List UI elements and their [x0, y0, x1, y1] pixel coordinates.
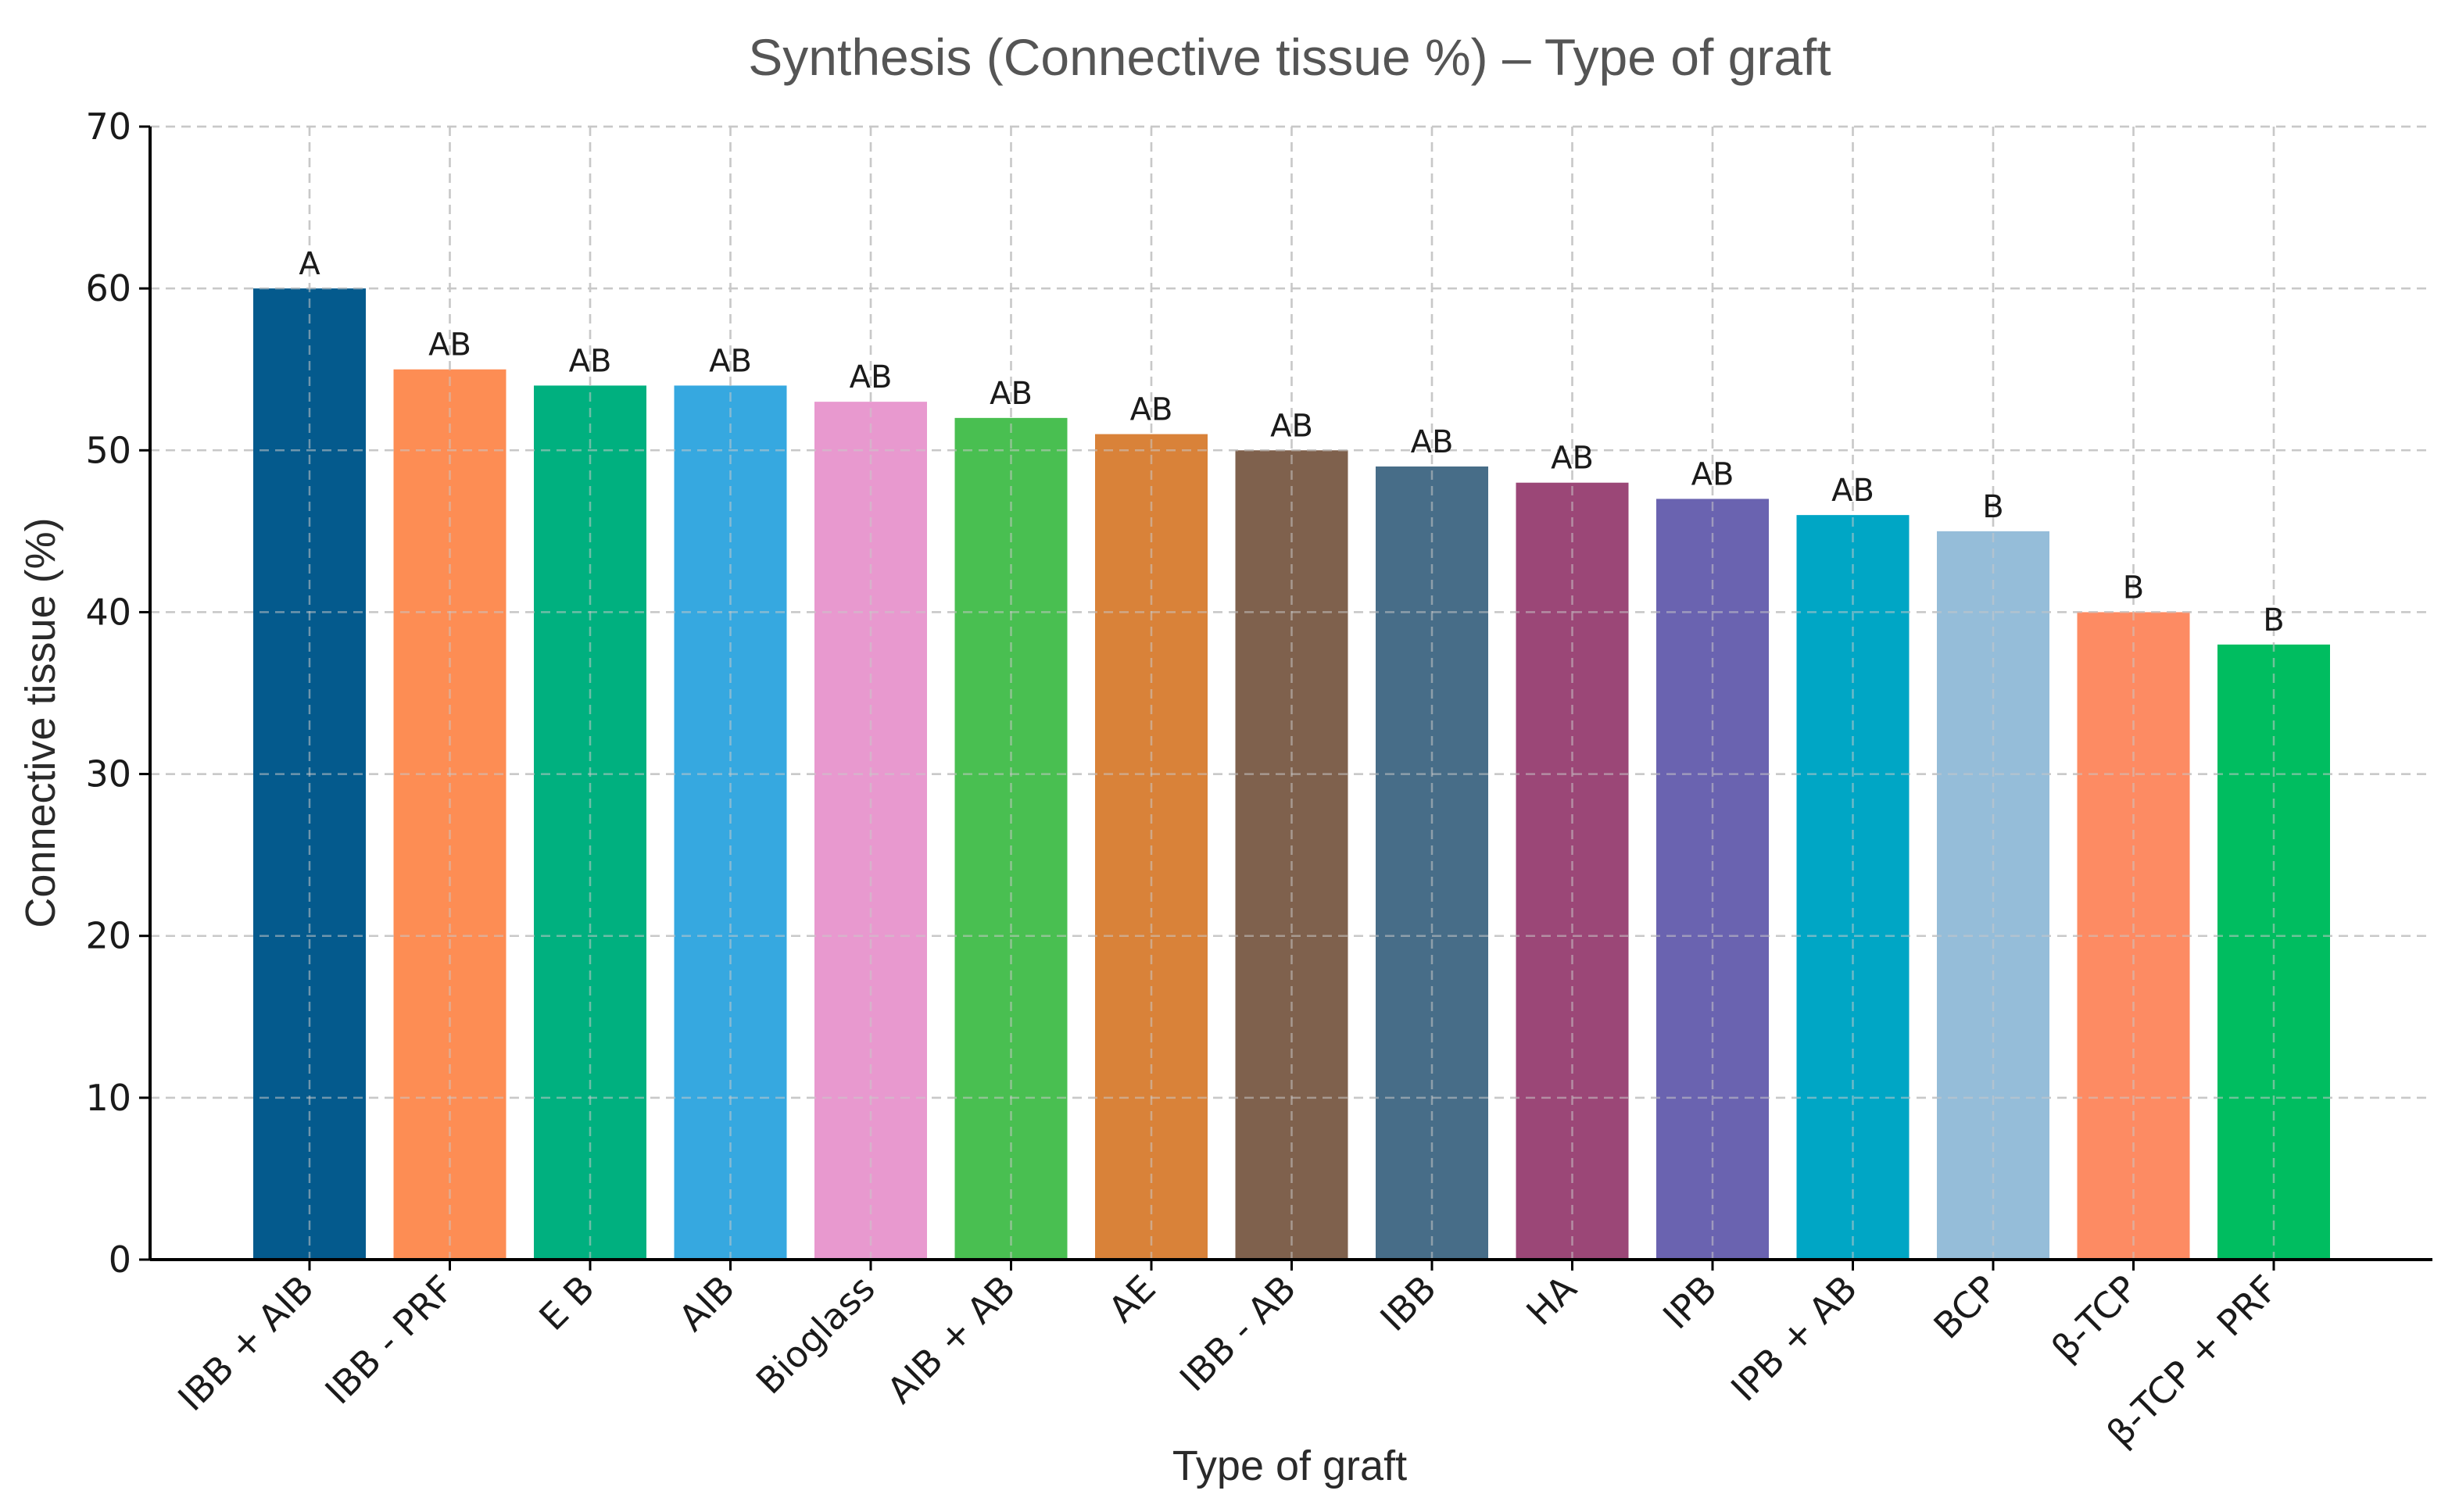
- x-tick-label: IBB: [1372, 1267, 1444, 1339]
- x-tick-label: HA: [1518, 1267, 1584, 1333]
- chart-title: Synthesis (Connective tissue %) – Type o…: [748, 28, 1831, 86]
- bar-group-label: AB: [428, 327, 471, 363]
- x-tick-label: E B: [531, 1267, 602, 1339]
- bar-group-label: AB: [1691, 456, 1734, 492]
- x-tick-label: β-TCP: [2043, 1267, 2146, 1370]
- x-tick-label: AIB: [671, 1267, 743, 1339]
- x-tick-label: AIB + AB: [879, 1267, 1023, 1412]
- x-tick-label: Bioglass: [748, 1267, 883, 1403]
- x-axis-title: Type of graft: [1172, 1442, 1407, 1489]
- bar-group-label: AB: [1270, 408, 1313, 444]
- gridlines-overlay: [150, 125, 2432, 1260]
- bar-group-label: AB: [990, 376, 1033, 412]
- x-tick-label: IPB + AB: [1723, 1267, 1865, 1410]
- x-tick-label: AE: [1101, 1267, 1164, 1331]
- bar-group-label: AB: [1551, 441, 1594, 477]
- bar-group-label: B: [2123, 570, 2144, 606]
- x-tick-label: IBB + AIB: [170, 1267, 321, 1419]
- y-tick-label: 30: [85, 753, 131, 795]
- x-tick-label: IPB: [1655, 1267, 1725, 1338]
- y-axis-title: Connective tissue (%): [17, 517, 64, 928]
- bar-group-label: AB: [1130, 392, 1173, 428]
- y-tick-label: 40: [85, 591, 131, 633]
- bar-group-label: AB: [709, 343, 752, 379]
- x-tick-label: IBB - AB: [1172, 1267, 1304, 1399]
- y-tick-label: 70: [85, 105, 131, 148]
- bar-group-label: AB: [1831, 473, 1874, 509]
- y-tick-label: 0: [109, 1239, 131, 1281]
- bar-group-labels: A AB AB AB AB AB AB AB AB AB AB AB B B B: [299, 246, 2284, 638]
- y-tick-label: 20: [85, 915, 131, 957]
- x-tick-label: IBB - PRF: [317, 1267, 463, 1413]
- bar: [2217, 644, 2330, 1260]
- y-tick-label: 10: [85, 1077, 131, 1119]
- x-tick-label: BCP: [1926, 1267, 2006, 1347]
- y-tick-label: 60: [85, 267, 131, 309]
- bar-group-label: AB: [850, 359, 893, 395]
- bar-group-label: AB: [1411, 424, 1454, 460]
- y-axis-ticks: 0 10 20 30 40 50 60 70: [85, 105, 150, 1281]
- bar-group-label: A: [299, 246, 320, 282]
- bar-group-label: B: [1982, 489, 2003, 525]
- bar-group-label: B: [2263, 602, 2284, 638]
- y-tick-label: 50: [85, 429, 131, 471]
- bar-group-label: AB: [569, 343, 612, 379]
